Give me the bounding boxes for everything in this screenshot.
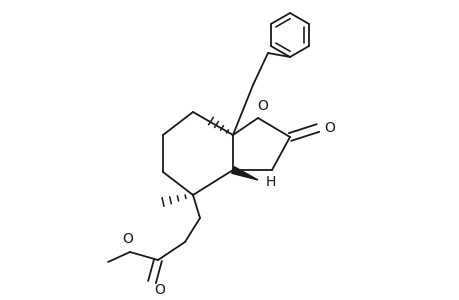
Polygon shape [231,167,257,180]
Text: O: O [324,121,335,135]
Text: O: O [122,232,133,246]
Text: O: O [154,283,165,297]
Text: H: H [265,175,275,189]
Text: O: O [257,99,268,113]
